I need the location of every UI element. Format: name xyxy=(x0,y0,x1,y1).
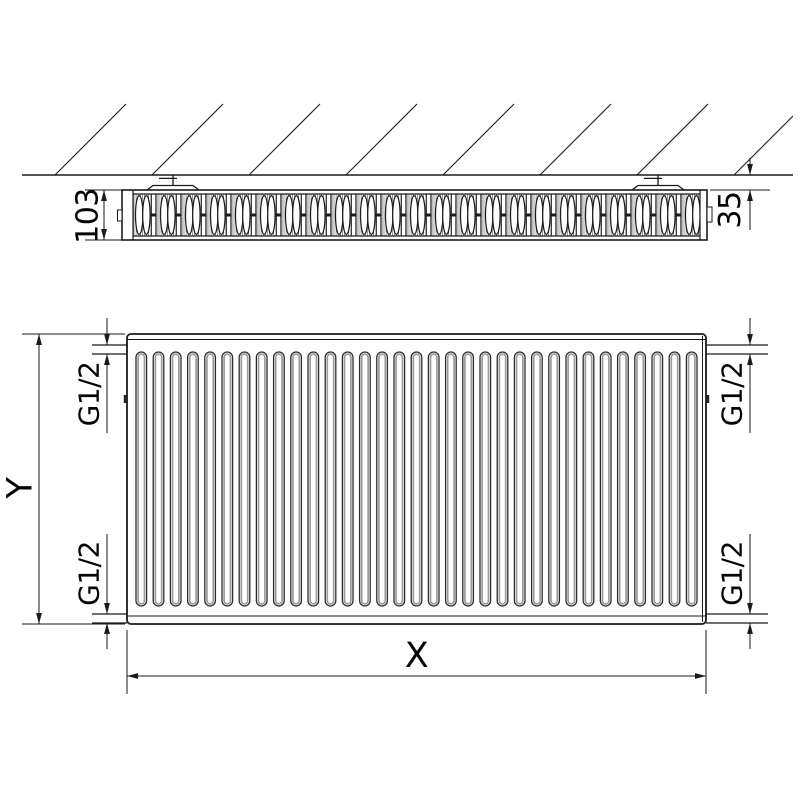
dimension-arrowhead xyxy=(104,354,110,365)
groove-shading xyxy=(498,353,507,605)
dimension-connection-top-right: G1/2 xyxy=(716,318,751,433)
wall-bracket-right xyxy=(631,175,685,191)
left-connection-nub xyxy=(117,209,123,222)
width-label: X xyxy=(405,636,428,676)
groove-shading xyxy=(274,353,283,605)
wall-bracket-left xyxy=(146,175,200,191)
connection-label-top-right: G1/2 xyxy=(716,362,749,427)
groove-shading xyxy=(360,353,369,605)
dimension-arrowhead xyxy=(747,334,753,345)
dimension-height: Y xyxy=(1,333,125,625)
connection-stub-bottom-left xyxy=(92,613,127,624)
groove-shading xyxy=(378,353,387,605)
hatch-line xyxy=(539,103,612,176)
hatch-line xyxy=(733,115,793,176)
groove-shading xyxy=(154,353,163,605)
dimension-wall-gap: 35 xyxy=(710,158,770,230)
dimension-arrowhead xyxy=(747,164,753,175)
dimension-arrowhead xyxy=(747,354,753,365)
hatch-line xyxy=(345,103,418,176)
hatch-line xyxy=(636,103,709,176)
groove-shading xyxy=(550,353,559,605)
dimension-arrowhead xyxy=(104,623,110,634)
height-label: Y xyxy=(1,476,41,499)
dimension-arrowhead xyxy=(747,190,753,201)
connection-stub-bottom-right xyxy=(706,613,768,624)
hatch-line xyxy=(248,103,321,176)
dimension-connection-bottom-left: G1/2 xyxy=(73,534,108,649)
hatch-line xyxy=(442,103,515,176)
dimension-depth: 103 xyxy=(71,188,124,244)
groove-shading xyxy=(395,353,404,605)
groove-shading xyxy=(584,353,593,605)
hatch-line xyxy=(54,103,127,176)
groove-shading xyxy=(636,353,645,605)
dimension-arrowhead xyxy=(101,229,107,240)
connection-label-top-left: G1/2 xyxy=(73,362,106,427)
convector-fin-pattern xyxy=(133,194,700,236)
dimension-connection-bottom-right: G1/2 xyxy=(716,534,751,649)
groove-shading xyxy=(412,353,421,605)
right-connection-nub xyxy=(706,206,713,223)
dimension-arrowhead xyxy=(36,613,42,624)
groove-shading xyxy=(481,353,490,605)
dimension-arrowhead xyxy=(104,603,110,614)
groove-shading xyxy=(618,353,627,605)
left-edge-tick xyxy=(123,395,128,403)
groove-shading xyxy=(206,353,215,605)
groove-shading xyxy=(326,353,335,605)
groove-shading xyxy=(343,353,352,605)
right-edge-tick xyxy=(705,395,710,403)
dimension-width: X xyxy=(126,630,707,694)
groove-shading xyxy=(464,353,473,605)
groove-shading xyxy=(687,353,696,605)
dimension-connection-top-left: G1/2 xyxy=(73,318,108,433)
connection-label-bottom-right: G1/2 xyxy=(716,541,749,606)
radiator-top-view: 103 35 xyxy=(22,103,793,244)
groove-shading xyxy=(653,353,662,605)
dimension-arrowhead xyxy=(747,603,753,614)
groove-shading xyxy=(223,353,232,605)
radiator-front-view: Y X G1/2 G1/2 G1/2 G1/2 xyxy=(1,164,768,694)
groove-shading xyxy=(429,353,438,605)
groove-shading xyxy=(257,353,266,605)
connection-stub-top-left xyxy=(92,344,127,355)
dimension-arrowhead xyxy=(101,190,107,201)
connection-stub-top-right xyxy=(706,344,768,355)
groove-shading xyxy=(292,353,301,605)
groove-shading xyxy=(532,353,541,605)
groove-shading xyxy=(309,353,318,605)
wall-hatching xyxy=(54,103,793,176)
groove-shading xyxy=(601,353,610,605)
wall-gap-label: 35 xyxy=(713,191,748,228)
groove-shading xyxy=(515,353,524,605)
dimension-arrowhead xyxy=(104,334,110,345)
dimension-arrowhead xyxy=(36,334,42,345)
dimension-arrowhead xyxy=(127,673,138,679)
dimension-arrowhead xyxy=(695,673,706,679)
depth-label: 103 xyxy=(71,188,106,244)
panel-grooves xyxy=(135,351,698,607)
groove-shading xyxy=(446,353,455,605)
connection-label-bottom-left: G1/2 xyxy=(73,541,106,606)
groove-shading xyxy=(670,353,679,605)
dimension-arrows xyxy=(36,164,753,679)
groove-shading xyxy=(567,353,576,605)
dimension-arrowhead xyxy=(747,623,753,634)
groove-shading xyxy=(188,353,197,605)
hatch-line xyxy=(151,103,224,176)
groove-shading xyxy=(171,353,180,605)
groove-shading xyxy=(137,353,146,605)
groove-shading xyxy=(240,353,249,605)
